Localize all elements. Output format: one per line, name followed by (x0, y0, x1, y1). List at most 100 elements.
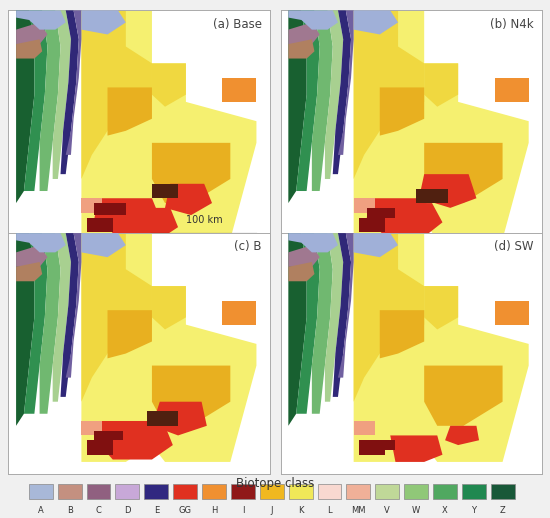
Text: K: K (298, 506, 304, 515)
Polygon shape (419, 174, 476, 208)
Text: D: D (124, 506, 131, 515)
Polygon shape (222, 300, 256, 325)
Polygon shape (354, 233, 398, 257)
Polygon shape (288, 233, 529, 462)
Polygon shape (424, 366, 503, 426)
Polygon shape (24, 233, 47, 414)
Polygon shape (288, 245, 320, 267)
Polygon shape (325, 10, 343, 179)
Bar (116, 484, 139, 499)
Polygon shape (81, 10, 152, 179)
Polygon shape (354, 233, 529, 462)
Polygon shape (95, 198, 160, 232)
Polygon shape (333, 10, 351, 174)
Polygon shape (152, 184, 178, 198)
Text: A: A (38, 506, 43, 515)
Polygon shape (288, 233, 307, 426)
Polygon shape (372, 440, 395, 450)
Bar (317, 484, 342, 499)
Polygon shape (312, 233, 333, 414)
Bar (260, 484, 284, 499)
Polygon shape (16, 233, 66, 252)
Polygon shape (338, 233, 354, 378)
Bar (58, 484, 81, 499)
Polygon shape (108, 310, 152, 358)
Polygon shape (66, 10, 81, 155)
Polygon shape (16, 10, 66, 30)
Bar (173, 484, 197, 499)
Polygon shape (40, 233, 60, 414)
Polygon shape (165, 184, 212, 215)
Polygon shape (445, 426, 479, 445)
Text: 100 km: 100 km (186, 215, 223, 225)
Polygon shape (100, 426, 173, 459)
Polygon shape (16, 39, 42, 59)
Polygon shape (152, 143, 230, 203)
Polygon shape (288, 10, 338, 30)
Text: Z: Z (500, 506, 505, 515)
Polygon shape (354, 10, 529, 239)
Bar (231, 484, 255, 499)
Polygon shape (152, 286, 186, 329)
Text: GG: GG (179, 506, 191, 515)
Polygon shape (288, 39, 315, 59)
Text: C: C (96, 506, 101, 515)
Polygon shape (288, 10, 307, 203)
Polygon shape (416, 189, 448, 203)
Text: E: E (153, 506, 159, 515)
Polygon shape (81, 10, 256, 239)
Polygon shape (354, 421, 375, 436)
Polygon shape (367, 208, 395, 218)
Text: V: V (384, 506, 390, 515)
Bar (202, 484, 226, 499)
Bar (404, 484, 428, 499)
Polygon shape (338, 10, 354, 155)
Bar (86, 484, 111, 499)
Polygon shape (16, 245, 47, 267)
Polygon shape (24, 10, 47, 191)
Bar (289, 484, 312, 499)
Polygon shape (95, 430, 123, 440)
Polygon shape (60, 233, 79, 397)
Bar (346, 484, 370, 499)
Polygon shape (424, 286, 458, 329)
Polygon shape (222, 78, 256, 102)
Polygon shape (108, 208, 178, 239)
Polygon shape (81, 421, 102, 436)
Text: (a) Base: (a) Base (213, 18, 262, 31)
Polygon shape (87, 440, 113, 455)
Polygon shape (147, 411, 178, 426)
Polygon shape (379, 88, 424, 136)
Polygon shape (16, 262, 42, 281)
Polygon shape (296, 10, 320, 191)
Polygon shape (60, 10, 79, 174)
Polygon shape (16, 233, 34, 426)
Text: Biotope class: Biotope class (236, 477, 314, 490)
Text: X: X (442, 506, 448, 515)
Text: (b) N4k: (b) N4k (490, 18, 534, 31)
Polygon shape (95, 421, 160, 455)
Text: MM: MM (351, 506, 366, 515)
Polygon shape (495, 78, 529, 102)
Polygon shape (367, 198, 432, 232)
Bar (433, 484, 457, 499)
Polygon shape (16, 10, 256, 239)
Polygon shape (379, 310, 424, 358)
Polygon shape (390, 436, 442, 462)
Text: B: B (67, 506, 73, 515)
Polygon shape (288, 262, 315, 281)
Polygon shape (95, 203, 126, 215)
Polygon shape (354, 198, 375, 213)
Text: H: H (211, 506, 217, 515)
Bar (375, 484, 399, 499)
Polygon shape (16, 233, 256, 462)
Polygon shape (354, 10, 398, 34)
Polygon shape (152, 63, 186, 107)
Bar (29, 484, 53, 499)
Text: J: J (271, 506, 273, 515)
Polygon shape (81, 198, 102, 213)
Text: Y: Y (471, 506, 476, 515)
Polygon shape (87, 218, 113, 232)
Polygon shape (288, 233, 338, 252)
Polygon shape (333, 233, 351, 397)
